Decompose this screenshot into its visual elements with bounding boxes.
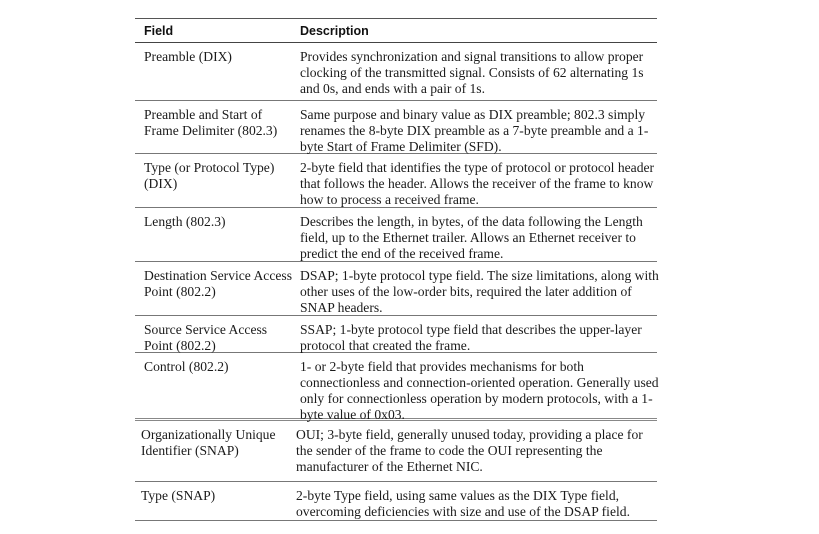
description-cell: DSAP; 1-byte protocol type field. The si… bbox=[300, 268, 659, 315]
description-cell: Provides synchronization and signal tran… bbox=[300, 49, 644, 96]
table-row: Organizationally Unique Identifier (SNAP… bbox=[135, 421, 657, 482]
table-row: Type (or Protocol Type) (DIX) 2-byte fiel… bbox=[135, 154, 657, 208]
field-cell: Preamble (DIX) bbox=[144, 49, 232, 64]
field-cell: Destination Service Access Point (802.2) bbox=[144, 268, 292, 299]
header-field: Field bbox=[144, 24, 174, 38]
field-cell: Preamble and Start of Frame Delimiter (8… bbox=[144, 107, 278, 138]
description-cell: Describes the length, in bytes, of the d… bbox=[300, 214, 643, 261]
field-cell: Source Service Access Point (802.2) bbox=[144, 322, 268, 353]
field-cell: Type (or Protocol Type) (DIX) bbox=[144, 160, 275, 191]
table-row: Control (802.2) 1- or 2-byte field that p… bbox=[135, 353, 659, 422]
ethernet-fields-table: Field Description Preamble (DIX) Provides… bbox=[135, 18, 659, 521]
description-cell: 2-byte field that identifies the type of… bbox=[300, 160, 655, 207]
field-cell: Length (802.3) bbox=[144, 214, 226, 229]
field-cell: Control (802.2) bbox=[144, 359, 229, 374]
description-cell: OUI; 3-byte field, generally unused toda… bbox=[296, 427, 643, 474]
table-header: Field Description bbox=[135, 19, 657, 43]
table-row: Length (802.3) Describes the length, in b… bbox=[135, 208, 657, 262]
table-row: Preamble (DIX) Provides synchronization a… bbox=[135, 43, 657, 101]
description-cell: 1- or 2-byte field that provides mechani… bbox=[300, 359, 659, 422]
description-cell: Same purpose and binary value as DIX pre… bbox=[300, 107, 649, 154]
description-cell: SSAP; 1-byte protocol type field that de… bbox=[300, 322, 642, 353]
description-cell: 2-byte Type field, using same values as … bbox=[296, 488, 630, 519]
table-row: Preamble and Start of Frame Delimiter (8… bbox=[135, 101, 657, 154]
header-description: Description bbox=[300, 24, 369, 38]
field-cell: Organizationally Unique Identifier (SNAP… bbox=[141, 427, 276, 458]
table-row: Source Service Access Point (802.2) SSAP;… bbox=[135, 316, 657, 353]
table-row: Destination Service Access Point (802.2)… bbox=[135, 262, 659, 316]
table-row: Type (SNAP) 2-byte Type field, using same… bbox=[135, 482, 657, 521]
field-cell: Type (SNAP) bbox=[141, 488, 216, 503]
